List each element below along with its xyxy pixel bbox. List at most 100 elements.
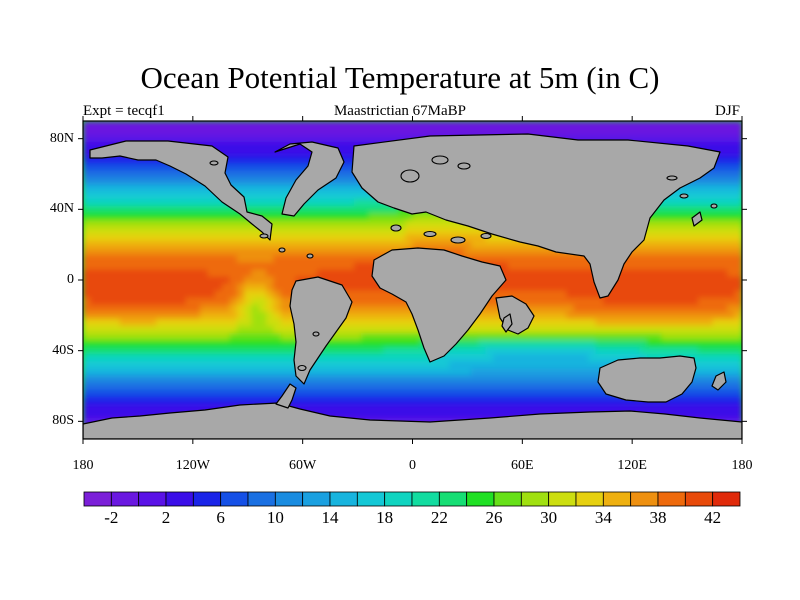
- sst-cell: [353, 212, 362, 221]
- sst-cell: [734, 205, 742, 214]
- sst-cell: [178, 184, 187, 193]
- sst-cell: [478, 248, 487, 256]
- sst-cell: [683, 283, 692, 292]
- sst-cell: [83, 191, 91, 200]
- sst-cell: [361, 382, 370, 391]
- sst-cell: [712, 219, 721, 228]
- sst-cell: [683, 269, 692, 278]
- sst-cell: [83, 361, 91, 369]
- sst-cell: [361, 389, 370, 398]
- sst-cell: [698, 177, 706, 186]
- sst-cell: [536, 297, 545, 306]
- sst-cell: [192, 375, 201, 384]
- sst-cell: [273, 290, 282, 299]
- sst-cell: [126, 368, 135, 376]
- sst-cell: [112, 318, 121, 327]
- sst-cell: [602, 354, 611, 362]
- sst-cell: [690, 184, 699, 193]
- sst-cell: [163, 347, 172, 355]
- sst-cell: [280, 212, 289, 221]
- sst-cell: [258, 333, 267, 341]
- sst-cell: [654, 262, 663, 270]
- sst-cell: [383, 205, 392, 214]
- sst-cell: [617, 297, 626, 306]
- sst-cell: [698, 396, 706, 405]
- sst-cell: [309, 396, 318, 405]
- sst-cell: [236, 184, 245, 193]
- sst-cell: [427, 410, 436, 419]
- sst-cell: [390, 347, 399, 355]
- sst-cell: [309, 128, 318, 136]
- sst-cell: [558, 333, 567, 341]
- sst-cell: [368, 375, 377, 384]
- sst-cell: [500, 396, 509, 405]
- sst-cell: [419, 227, 428, 235]
- sst-cell: [595, 403, 604, 412]
- sst-cell: [529, 290, 538, 299]
- sst-cell: [668, 135, 677, 143]
- sst-cell: [112, 184, 121, 193]
- sst-cell: [734, 304, 742, 313]
- sst-cell: [361, 121, 370, 129]
- sst-cell: [185, 333, 194, 341]
- sst-cell: [339, 396, 348, 405]
- sst-cell: [90, 368, 99, 376]
- sst-cell: [170, 248, 179, 256]
- sst-cell: [192, 318, 201, 327]
- sst-cell: [163, 262, 172, 270]
- sst-cell: [214, 333, 223, 341]
- sst-cell: [588, 368, 597, 376]
- sst-cell: [668, 227, 677, 235]
- sst-cell: [500, 354, 509, 362]
- sst-cell: [493, 234, 501, 242]
- sst-cell: [676, 241, 685, 249]
- sst-cell: [273, 311, 282, 320]
- sst-cell: [112, 389, 121, 398]
- sst-cell: [229, 142, 238, 150]
- sst-cell: [317, 269, 326, 278]
- sst-cell: [698, 347, 706, 355]
- sst-cell: [280, 269, 289, 278]
- sst-cell: [200, 219, 209, 228]
- sst-cell: [617, 347, 626, 355]
- sst-cell: [222, 219, 231, 228]
- sst-cell: [192, 227, 201, 235]
- sst-cell: [427, 389, 436, 398]
- sst-cell: [346, 389, 355, 398]
- sst-cell: [690, 262, 699, 270]
- sst-cell: [170, 347, 179, 355]
- sst-cell: [258, 347, 267, 355]
- sst-cell: [456, 248, 465, 256]
- sst-cell: [529, 340, 538, 348]
- sst-cell: [324, 191, 333, 200]
- sst-cell: [251, 262, 260, 270]
- sst-cell: [698, 325, 706, 334]
- sst-cell: [661, 255, 670, 263]
- sst-cell: [390, 410, 399, 419]
- sst-cell: [339, 255, 348, 263]
- sst-cell: [141, 290, 150, 299]
- sst-cell: [112, 212, 121, 221]
- sst-cell: [288, 347, 296, 355]
- sst-cell: [361, 248, 370, 256]
- sst-cell: [309, 382, 318, 391]
- sst-cell: [280, 234, 289, 242]
- sst-cell: [178, 333, 187, 341]
- sst-cell: [156, 205, 165, 214]
- sst-cell: [668, 347, 677, 355]
- sst-cell: [544, 340, 553, 348]
- sst-cell: [573, 333, 582, 341]
- sst-cell: [119, 184, 128, 193]
- sst-cell: [698, 304, 706, 313]
- sst-cell: [463, 340, 472, 348]
- sst-cell: [485, 121, 494, 129]
- sst-cell: [170, 325, 179, 334]
- sst-cell: [698, 142, 706, 150]
- sst-cell: [734, 382, 742, 391]
- sst-cell: [156, 177, 165, 186]
- sst-cell: [646, 128, 655, 136]
- lon-label: 180: [72, 458, 94, 473]
- sst-cell: [207, 325, 216, 334]
- sst-cell: [302, 156, 311, 164]
- sst-cell: [493, 361, 501, 369]
